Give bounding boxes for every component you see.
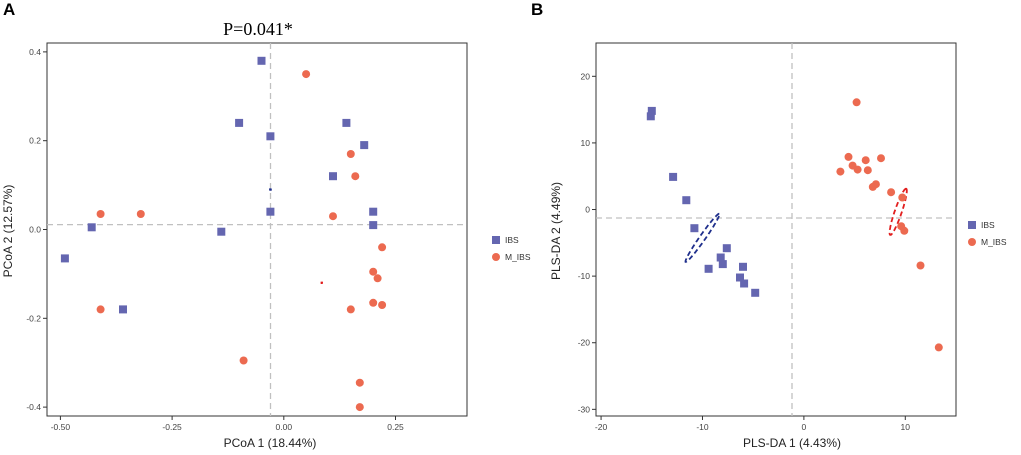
panel-a-point-ibs xyxy=(235,118,244,127)
panel-b-y-tick-label: -10 xyxy=(578,271,591,281)
panel-a-x-tick-label: -0.50 xyxy=(51,422,71,432)
panel-a-label: A xyxy=(3,0,15,19)
panel-b-x-axis-title: PLS-DA 1 (4.43%) xyxy=(743,436,841,450)
panel-a-y-tick-label: -0.4 xyxy=(26,402,41,412)
panel-b-legend-ibs-marker xyxy=(968,221,976,229)
panel-b-point-m-ibs xyxy=(934,343,943,352)
panel-a-y-tick-label: -0.2 xyxy=(26,313,41,323)
panel-b-x-tick-label: -20 xyxy=(595,422,608,432)
panel-a-point-m-ibs xyxy=(369,298,378,307)
panel-b-x-tick-label: 0 xyxy=(802,422,807,432)
panel-b-point-ibs xyxy=(647,106,656,115)
panel-b-point-ibs xyxy=(740,279,749,288)
panel-a-point-m-ibs xyxy=(378,301,387,309)
panel-b-point-ibs xyxy=(669,172,678,181)
panel-b-point-m-ibs xyxy=(836,167,845,176)
panel-a-point-m-ibs xyxy=(369,267,378,276)
panel-a-point-ibs xyxy=(266,132,275,141)
panel-b-point-ibs xyxy=(736,273,744,282)
panel-b-plot-frame xyxy=(595,42,957,417)
panel-b-point-m-ibs xyxy=(868,182,877,191)
panel-b-y-tick-label: 20 xyxy=(581,71,591,81)
panel-a-ellipse-m-ibs xyxy=(320,281,323,284)
panel-a-x-tick-label: -0.25 xyxy=(162,422,182,432)
panel-a-plot-frame xyxy=(46,42,468,417)
panel-b-point-m-ibs xyxy=(900,226,909,235)
panel-a-point-ibs xyxy=(257,56,266,65)
panel-a-y-tick-label: 0.4 xyxy=(29,47,41,57)
panel-a-legend-ibs-label: IBS xyxy=(505,235,519,245)
panel-b-point-m-ibs xyxy=(853,165,862,174)
panel-b-legend: IBS M_IBS xyxy=(968,220,1007,247)
panel-b-y-tick-label: -30 xyxy=(578,404,591,414)
panel-a-x-axis-title: PCoA 1 (18.44%) xyxy=(224,436,317,450)
panel-a-legend-m-ibs-label: M_IBS xyxy=(505,252,531,262)
panel-b-point-ibs xyxy=(682,196,691,205)
panel-b-point-m-ibs xyxy=(863,166,872,175)
panel-b-point-m-ibs xyxy=(916,261,925,270)
panel-a-x-tick-label: 0.25 xyxy=(387,422,404,432)
panel-b-legend-m-ibs-marker xyxy=(968,238,976,246)
panel-b-point-m-ibs xyxy=(887,188,896,197)
panel-b-point-ibs xyxy=(646,112,655,121)
panel-b-plot: -30 -20 -10 0 10 20 -20 -10 0 10 xyxy=(578,42,957,432)
panel-a-point-m-ibs xyxy=(355,403,364,412)
panel-b-point-ibs xyxy=(722,244,731,253)
panel-a-x-tick-label: 0.00 xyxy=(276,422,293,432)
panel-b-ellipse-ibs xyxy=(684,212,721,263)
panel-a-point-m-ibs xyxy=(302,70,311,79)
panel-a-legend-m-ibs-marker xyxy=(492,253,500,261)
panel-a-y-axis-title: PCoA 2 (12.57%) xyxy=(1,185,15,278)
panel-a-point-m-ibs xyxy=(351,172,360,181)
panel-a-point-m-ibs xyxy=(378,243,387,252)
panel-b-y-axis-title: PLS-DA 2 (4.49%) xyxy=(549,182,563,280)
panel-a-y-tick-label: 0.2 xyxy=(29,136,41,146)
panel-a-point-ibs xyxy=(342,118,351,127)
panel-a-point-ibs xyxy=(217,227,226,236)
panel-b-y-tick-label: 0 xyxy=(585,205,590,215)
panel-a-point-ibs xyxy=(87,223,96,232)
panel-a-point-m-ibs xyxy=(346,305,355,314)
p-value-annotation: P=0.041* xyxy=(223,19,293,39)
panel-a-point-ibs xyxy=(266,207,275,216)
panel-a-ellipse-ibs xyxy=(269,188,272,191)
panel-a-point-ibs xyxy=(119,305,127,314)
panel-a-point-m-ibs xyxy=(96,305,105,314)
panel-a-point-ibs xyxy=(360,141,369,150)
panel-a-point-m-ibs xyxy=(355,378,364,387)
panel-a-point-m-ibs xyxy=(239,356,248,365)
panel-b-point-ibs xyxy=(718,260,727,269)
panel-a-legend: IBS M_IBS xyxy=(492,235,531,262)
panel-b-x-tick-label: 10 xyxy=(901,422,911,432)
panel-b-legend-m-ibs-label: M_IBS xyxy=(981,237,1007,247)
panel-a-point-m-ibs xyxy=(329,212,337,221)
panel-a-point-m-ibs xyxy=(96,210,105,218)
panel-b-point-ibs xyxy=(739,262,747,271)
panel-a-plot: -0.4 -0.2 0.0 0.2 0.4 -0.50 -0.25 0.00 0.25 xyxy=(26,42,468,432)
panel-b-point-m-ibs xyxy=(898,193,907,202)
panel-a-point-ibs xyxy=(369,221,378,230)
panel-b-y-tick-label: -20 xyxy=(578,338,591,348)
panel-b-point-m-ibs xyxy=(852,98,861,107)
panel-a-point-m-ibs xyxy=(346,150,355,158)
panel-b-point-m-ibs xyxy=(877,154,885,163)
panel-b-point-ibs xyxy=(704,264,713,273)
panel-b-point-m-ibs xyxy=(861,156,870,165)
panel-a-y-tick-label: 0.0 xyxy=(29,225,41,235)
panel-b-point-ibs xyxy=(690,224,699,233)
panel-a-point-m-ibs xyxy=(136,210,145,218)
panel-b-point-ibs xyxy=(751,288,760,297)
panel-a-point-ibs xyxy=(369,207,378,216)
panel-b-label: B xyxy=(531,0,543,19)
panel-b-x-tick-label: -10 xyxy=(696,422,709,432)
panel-a-point-ibs xyxy=(60,254,69,263)
panel-b-point-ibs xyxy=(716,253,725,262)
panel-b-legend-ibs-label: IBS xyxy=(981,220,995,230)
panel-b-point-m-ibs xyxy=(844,152,853,161)
panel-b-y-tick-label: 10 xyxy=(581,138,591,148)
panel-a-point-m-ibs xyxy=(373,274,382,283)
panel-a-point-ibs xyxy=(329,172,337,181)
panel-a-legend-ibs-marker xyxy=(492,236,500,244)
